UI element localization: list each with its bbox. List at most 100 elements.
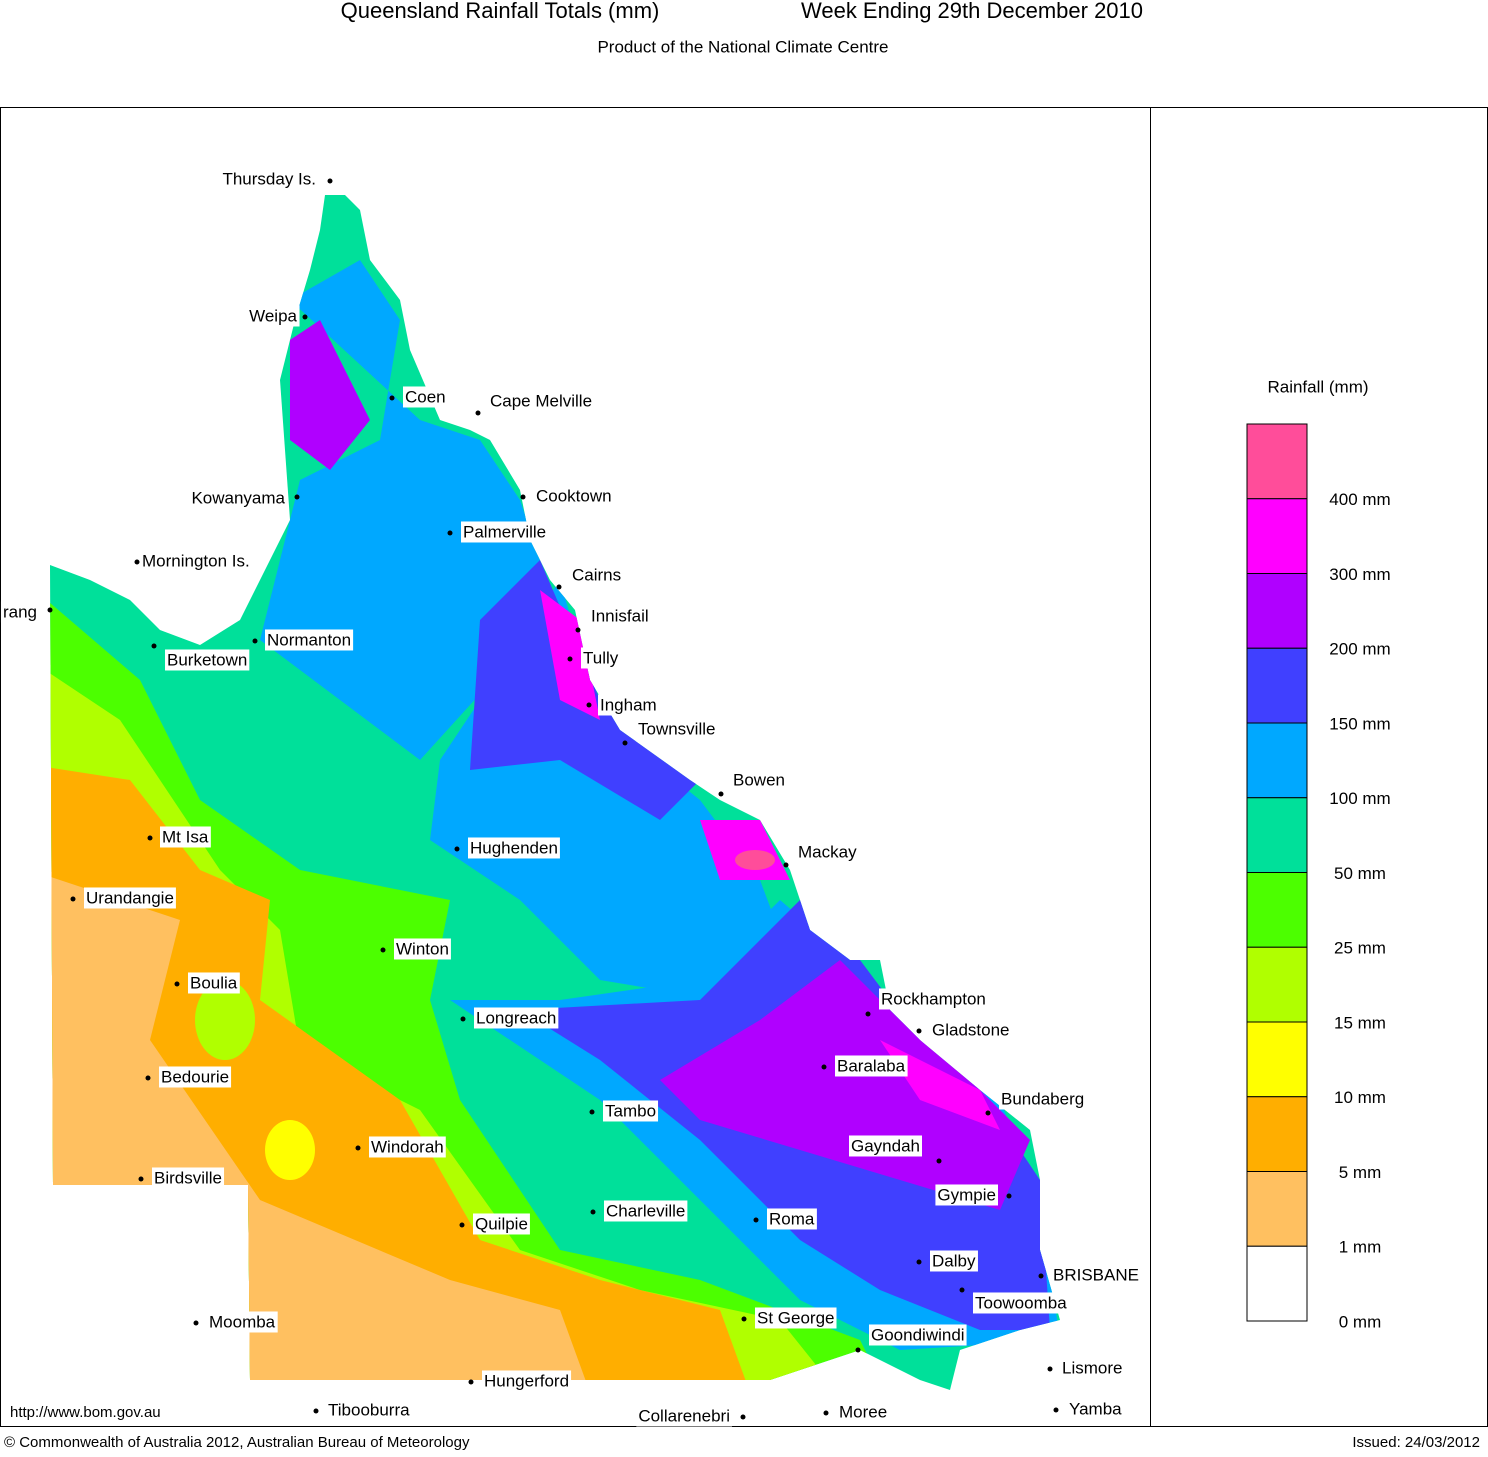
town-dot	[468, 1379, 474, 1385]
town-label: Normanton	[267, 630, 351, 649]
legend-swatch	[1246, 797, 1308, 873]
town-label-bg	[589, 605, 651, 627]
town-label: Longreach	[476, 1008, 556, 1027]
town-dot	[865, 1011, 871, 1017]
town-label-bg	[394, 938, 451, 960]
legend-swatch	[1246, 722, 1308, 799]
town-dot	[575, 627, 581, 633]
town-dot	[380, 947, 386, 953]
town-label: Coen	[405, 387, 446, 406]
town-label-bg	[930, 1019, 1012, 1041]
towns: Thursday Is. Weipa Coen Cape Melville Kowany…	[0, 168, 1141, 1427]
town-dot	[313, 1408, 319, 1414]
town-dot	[138, 1176, 144, 1182]
legend-label: 400 mm	[1329, 490, 1390, 509]
legend-label: 0 mm	[1339, 1312, 1382, 1331]
subtitle: Product of the National Climate Centre	[597, 37, 888, 56]
legend-frame	[1150, 107, 1488, 1427]
town-dot	[1053, 1407, 1059, 1413]
town-dot	[823, 1410, 829, 1416]
town-dot	[134, 559, 140, 565]
town-label-bg	[1051, 1264, 1141, 1286]
town-label-bg	[869, 1324, 967, 1346]
title: Queensland Rainfall Totals (mm)	[341, 0, 660, 23]
town-dot	[622, 740, 628, 746]
town-dot	[936, 1158, 942, 1164]
town-dot	[302, 314, 308, 320]
legend-label: 100 mm	[1329, 789, 1390, 808]
town-dot	[821, 1064, 827, 1070]
town-label-bg	[636, 1405, 732, 1427]
legend: 400 mm 300 mm 200 mm 150 mm 100 mm 50 mm 25 mm…	[1246, 423, 1391, 1331]
town-label: Gladstone	[932, 1020, 1010, 1039]
town-label: Cape Melville	[490, 391, 592, 410]
town-label: Cairns	[572, 565, 621, 584]
town-dot	[567, 656, 573, 662]
town-label-bg	[731, 769, 787, 791]
legend-swatch	[1246, 1021, 1308, 1098]
town-label-bg	[973, 1292, 1070, 1314]
town-dot	[740, 1414, 746, 1420]
town-dot	[520, 494, 526, 500]
town-label: Mt Isa	[162, 827, 209, 846]
town-dot	[741, 1316, 747, 1322]
town-label-bg	[796, 841, 860, 863]
town-label-bg	[152, 1167, 225, 1189]
url: http://www.bom.gov.au	[10, 1404, 161, 1421]
town-label-bg	[474, 1007, 559, 1029]
town-label-bg	[835, 1055, 908, 1077]
town-label: Toowoomba	[975, 1293, 1067, 1312]
town-label-bg	[1060, 1357, 1125, 1379]
town-label-bg	[468, 837, 560, 859]
town-label-bg	[326, 1399, 413, 1421]
town-label-bg	[636, 718, 718, 740]
town-label: Ingham	[600, 695, 657, 714]
town-label: Charleville	[606, 1201, 685, 1220]
town-label: Kowanyama	[191, 488, 285, 507]
town-label: Windorah	[371, 1137, 444, 1156]
town-label: Tambo	[605, 1101, 656, 1120]
legend-label: 300 mm	[1329, 565, 1390, 584]
town-dot	[753, 1217, 759, 1223]
town-dot	[147, 835, 153, 841]
town-label: Roma	[769, 1209, 815, 1228]
town-label: Moree	[839, 1402, 887, 1421]
town-label: Quilpie	[475, 1214, 528, 1233]
town-dot	[783, 862, 789, 868]
town-dot	[327, 178, 333, 184]
town-label-bg	[935, 1184, 998, 1206]
town-dot	[447, 530, 453, 536]
legend-label: 10 mm	[1334, 1088, 1386, 1107]
town-dot	[1047, 1366, 1053, 1372]
town-dot	[174, 981, 180, 987]
legend-label: 15 mm	[1334, 1013, 1386, 1032]
town-dot	[590, 1209, 596, 1215]
town-label-bg	[999, 1088, 1087, 1110]
town-dot	[70, 896, 76, 902]
town-label: Hungerford	[484, 1371, 569, 1390]
town-dot	[193, 1320, 199, 1326]
town-label-bg	[188, 972, 240, 994]
town-label: Innisfail	[591, 606, 649, 625]
town-dot	[718, 791, 724, 797]
town-label-bg	[84, 887, 176, 909]
town-label-bg	[369, 1136, 446, 1158]
town-label-bg	[461, 521, 549, 543]
legend-swatch	[1246, 423, 1308, 500]
legend-label: 150 mm	[1329, 714, 1390, 733]
town-label: Yamba	[1069, 1399, 1122, 1418]
week: Week Ending 29th December 2010	[801, 0, 1143, 23]
town-label: Gympie	[937, 1185, 996, 1204]
legend-label: 5 mm	[1339, 1163, 1382, 1182]
town-label-bg	[604, 1200, 688, 1222]
town-label: Winton	[396, 939, 449, 958]
town-label: Birdsville	[154, 1168, 222, 1187]
legend-label: 1 mm	[1339, 1238, 1382, 1257]
town-label: Townsville	[638, 719, 715, 738]
town-label-bg	[403, 386, 448, 408]
town-label: Tibooburra	[328, 1400, 410, 1419]
town-label-bg	[265, 629, 354, 651]
town-dot	[252, 638, 258, 644]
town-dot	[985, 1110, 991, 1116]
